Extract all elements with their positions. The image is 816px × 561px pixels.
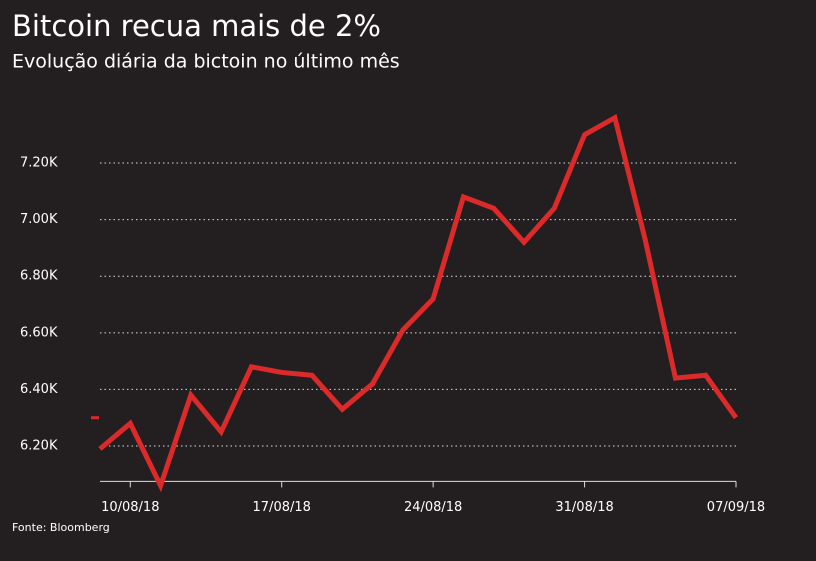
x-tick-label: 24/08/18 <box>404 500 462 515</box>
y-tick-label: 6.40K <box>20 382 58 397</box>
line <box>98 113 739 493</box>
y-tick-label: 6.60K <box>20 325 58 340</box>
y-tick-label: 7.00K <box>20 212 58 227</box>
source: Fonte: Bloomberg <box>12 521 110 534</box>
y-tick-label: 6.80K <box>20 269 58 284</box>
chart-title: Bitcoin recua mais de 2% <box>12 9 381 43</box>
x-tick-label: 31/08/18 <box>555 500 613 515</box>
x-tick-label: 07/09/18 <box>707 500 765 515</box>
y-tick-label: 6.20K <box>20 439 58 454</box>
x-tick-label: 17/08/18 <box>253 500 311 515</box>
x-tick-label: 10/08/18 <box>101 500 159 515</box>
chart-subtitle: Evolução diária da bictoin no último mês <box>12 51 400 73</box>
y-tick-label: 7.20K <box>20 156 58 171</box>
